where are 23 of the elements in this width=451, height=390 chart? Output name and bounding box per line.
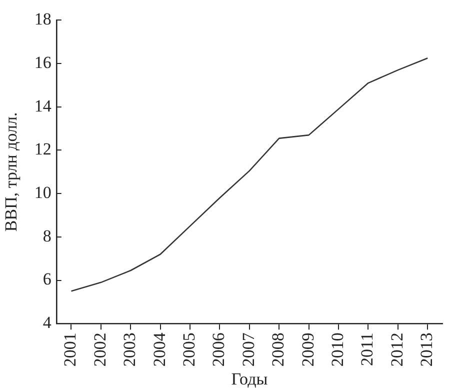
x-tick-label: 2007 bbox=[238, 332, 258, 367]
x-tick-label: 2005 bbox=[180, 332, 198, 367]
y-tick-label: 14 bbox=[34, 96, 52, 116]
x-tick-label: 2009 bbox=[298, 332, 318, 367]
y-tick-label: 8 bbox=[42, 226, 52, 246]
x-tick-label: 2004 bbox=[150, 332, 169, 367]
y-axis-title: ВВП, трлн долл. bbox=[2, 112, 21, 232]
x-tick-label: 2008 bbox=[268, 332, 288, 367]
x-tick-label: 2011 bbox=[358, 332, 377, 366]
x-tick-label: 2006 bbox=[209, 332, 228, 367]
x-tick-label: 2003 bbox=[120, 332, 140, 367]
y-tick-label: 4 bbox=[42, 313, 52, 332]
x-tick-label: 2012 bbox=[387, 332, 406, 367]
y-tick-label: 12 bbox=[34, 140, 52, 159]
x-tick-label: 2001 bbox=[60, 332, 80, 367]
y-tick-label: 6 bbox=[42, 270, 52, 289]
y-tick-label: 18 bbox=[34, 10, 52, 29]
x-tick-label: 2010 bbox=[328, 332, 347, 367]
x-tick-label: 2002 bbox=[90, 332, 110, 367]
y-tick-label: 16 bbox=[34, 53, 52, 72]
x-axis-title: Годы bbox=[231, 369, 268, 388]
y-tick-label: 10 bbox=[34, 183, 52, 202]
x-tick-label: 2013 bbox=[417, 332, 436, 367]
